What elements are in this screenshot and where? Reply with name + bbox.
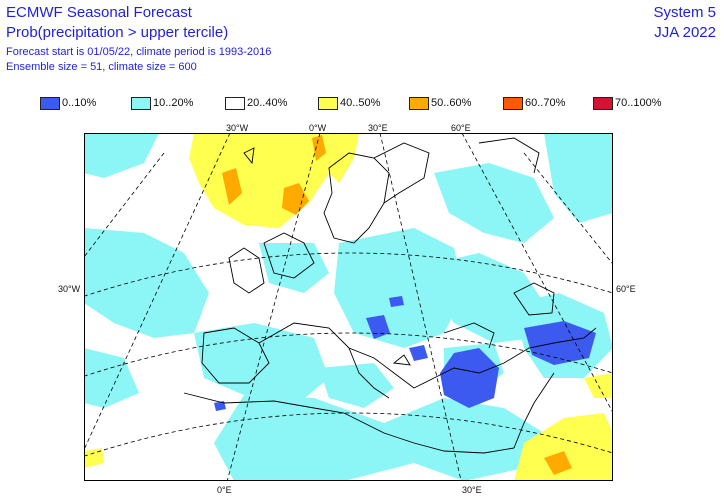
- grid-label-top-60e: 60°E: [451, 123, 471, 133]
- legend-item-0-10: 0..10%: [40, 95, 96, 111]
- grid-label-bottom-0e: 0°E: [217, 485, 232, 495]
- legend-item-50-60: 50..60%: [409, 95, 471, 111]
- forecast-start-info: Forecast start is 01/05/22, climate peri…: [6, 46, 272, 58]
- legend-item-70-100: 70..100%: [593, 95, 661, 111]
- map-frame: [84, 133, 613, 481]
- ensemble-size-info: Ensemble size = 51, climate size = 600: [6, 61, 197, 73]
- legend-label-70-100: 70..100%: [615, 97, 662, 109]
- prob-50-60-regions: [222, 135, 572, 475]
- prob-0-10-regions: [214, 296, 596, 411]
- season-label: JJA 2022: [654, 24, 716, 41]
- legend-label-60-70: 60..70%: [525, 97, 566, 109]
- coastlines: [183, 137, 597, 454]
- system-label: System 5: [653, 4, 716, 21]
- grid-label-left-30w: 30°W: [58, 284, 81, 294]
- forecast-map: [84, 133, 613, 481]
- legend-label-50-60: 50..60%: [431, 97, 472, 109]
- legend-label-20-40: 20..40%: [247, 97, 288, 109]
- map-canvas: [84, 133, 613, 481]
- legend-label-10-20: 10..20%: [153, 97, 194, 109]
- legend-swatch-60-70: [503, 96, 523, 110]
- legend-item-40-50: 40..50%: [318, 95, 380, 111]
- legend: 0..10% 10..20% 20..40% 40..50% 50..60% 6…: [40, 95, 720, 111]
- legend-swatch-0-10: [40, 96, 60, 110]
- chart-subtitle: Prob(precipitation > upper tercile): [6, 24, 229, 41]
- legend-swatch-70-100: [593, 96, 613, 110]
- grid-label-bottom-30e: 30°E: [462, 485, 482, 495]
- legend-swatch-20-40: [225, 96, 245, 110]
- legend-item-60-70: 60..70%: [503, 95, 565, 111]
- graticule: [84, 133, 613, 481]
- legend-swatch-40-50: [318, 96, 338, 110]
- legend-label-40-50: 40..50%: [340, 97, 381, 109]
- grid-label-top-30e: 30°E: [368, 123, 388, 133]
- grid-label-right-60e: 60°E: [616, 284, 636, 294]
- grid-label-top-30w: 30°W: [226, 123, 249, 133]
- legend-label-0-10: 0..10%: [62, 97, 97, 109]
- chart-title: ECMWF Seasonal Forecast: [6, 4, 192, 21]
- legend-swatch-50-60: [409, 96, 429, 110]
- legend-item-10-20: 10..20%: [131, 95, 193, 111]
- grid-label-top-0w: 0°W: [309, 123, 327, 133]
- legend-item-20-40: 20..40%: [225, 95, 287, 111]
- legend-swatch-10-20: [131, 96, 151, 110]
